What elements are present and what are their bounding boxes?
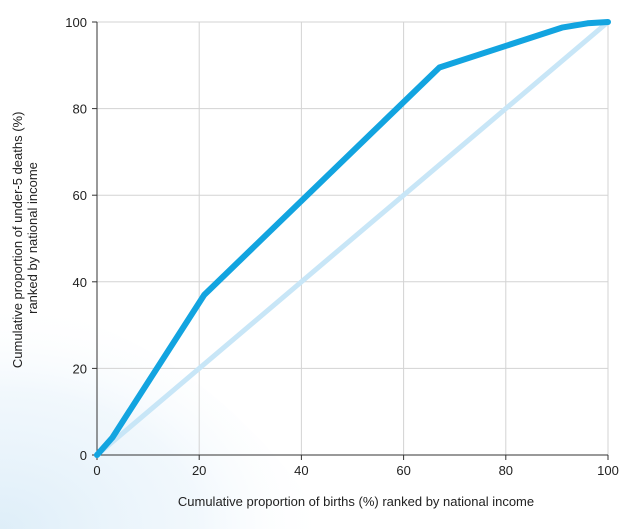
series-layer [94, 19, 611, 458]
series-line-0 [94, 19, 611, 458]
x-tick-label-1: 20 [192, 463, 206, 478]
x-tick-label-2: 40 [294, 463, 308, 478]
y-tick-label-0: 0 [80, 448, 87, 463]
x-tick-label-3: 60 [396, 463, 410, 478]
y-axis-title: Cumulative proportion of under-5 deaths … [10, 108, 40, 368]
y-axis-title-line-1: Cumulative proportion of under-5 deaths … [10, 112, 25, 369]
x-axis-title: Cumulative proportion of births (%) rank… [178, 494, 534, 509]
y-tick-label-2: 40 [73, 275, 87, 290]
x-tick-label-5: 100 [597, 463, 619, 478]
y-axis-title-line-2: ranked by national income [25, 162, 40, 314]
y-tick-label-4: 80 [73, 102, 87, 117]
y-tick-label-1: 20 [73, 361, 87, 376]
tick-labels: 0 20 40 60 80 100 0 20 40 60 80 100 [65, 15, 619, 478]
x-tick-label-0: 0 [93, 463, 100, 478]
x-tick-label-4: 80 [499, 463, 513, 478]
y-tick-label-5: 100 [65, 15, 87, 30]
background-decoration [0, 300, 330, 529]
y-tick-label-3: 60 [73, 188, 87, 203]
grid [97, 21, 609, 455]
series-line-1 [94, 19, 611, 458]
